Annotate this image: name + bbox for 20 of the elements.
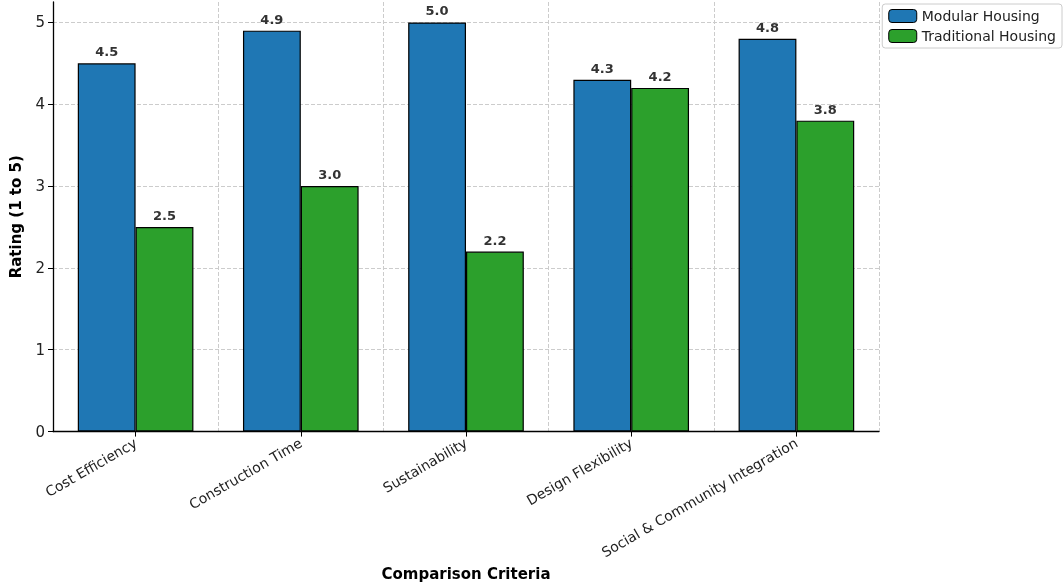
y-tick-label: 2 xyxy=(35,258,45,277)
data-label: 4.2 xyxy=(648,68,672,84)
y-axis-title: Rating (1 to 5) xyxy=(6,155,25,279)
data-label: 4.9 xyxy=(260,11,284,27)
y-tick-label: 3 xyxy=(35,177,45,196)
data-label: 3.8 xyxy=(813,101,837,117)
y-tick-label: 5 xyxy=(35,13,45,32)
legend-label: Traditional Housing xyxy=(920,28,1057,44)
y-tick-label: 1 xyxy=(35,340,45,359)
y-tick-label: 4 xyxy=(35,95,45,114)
data-label: 2.5 xyxy=(152,208,177,224)
data-label: 4.5 xyxy=(95,44,119,60)
data-label: 4.8 xyxy=(755,19,780,35)
y-tick-label: 0 xyxy=(35,422,45,441)
x-axis-title: Comparison Criteria xyxy=(381,564,551,583)
data-label: 4.3 xyxy=(590,60,614,76)
data-label: 3.0 xyxy=(318,167,342,183)
legend-label: Modular Housing xyxy=(921,8,1040,24)
data-label: 5.0 xyxy=(425,3,449,19)
data-label: 2.2 xyxy=(483,232,507,248)
